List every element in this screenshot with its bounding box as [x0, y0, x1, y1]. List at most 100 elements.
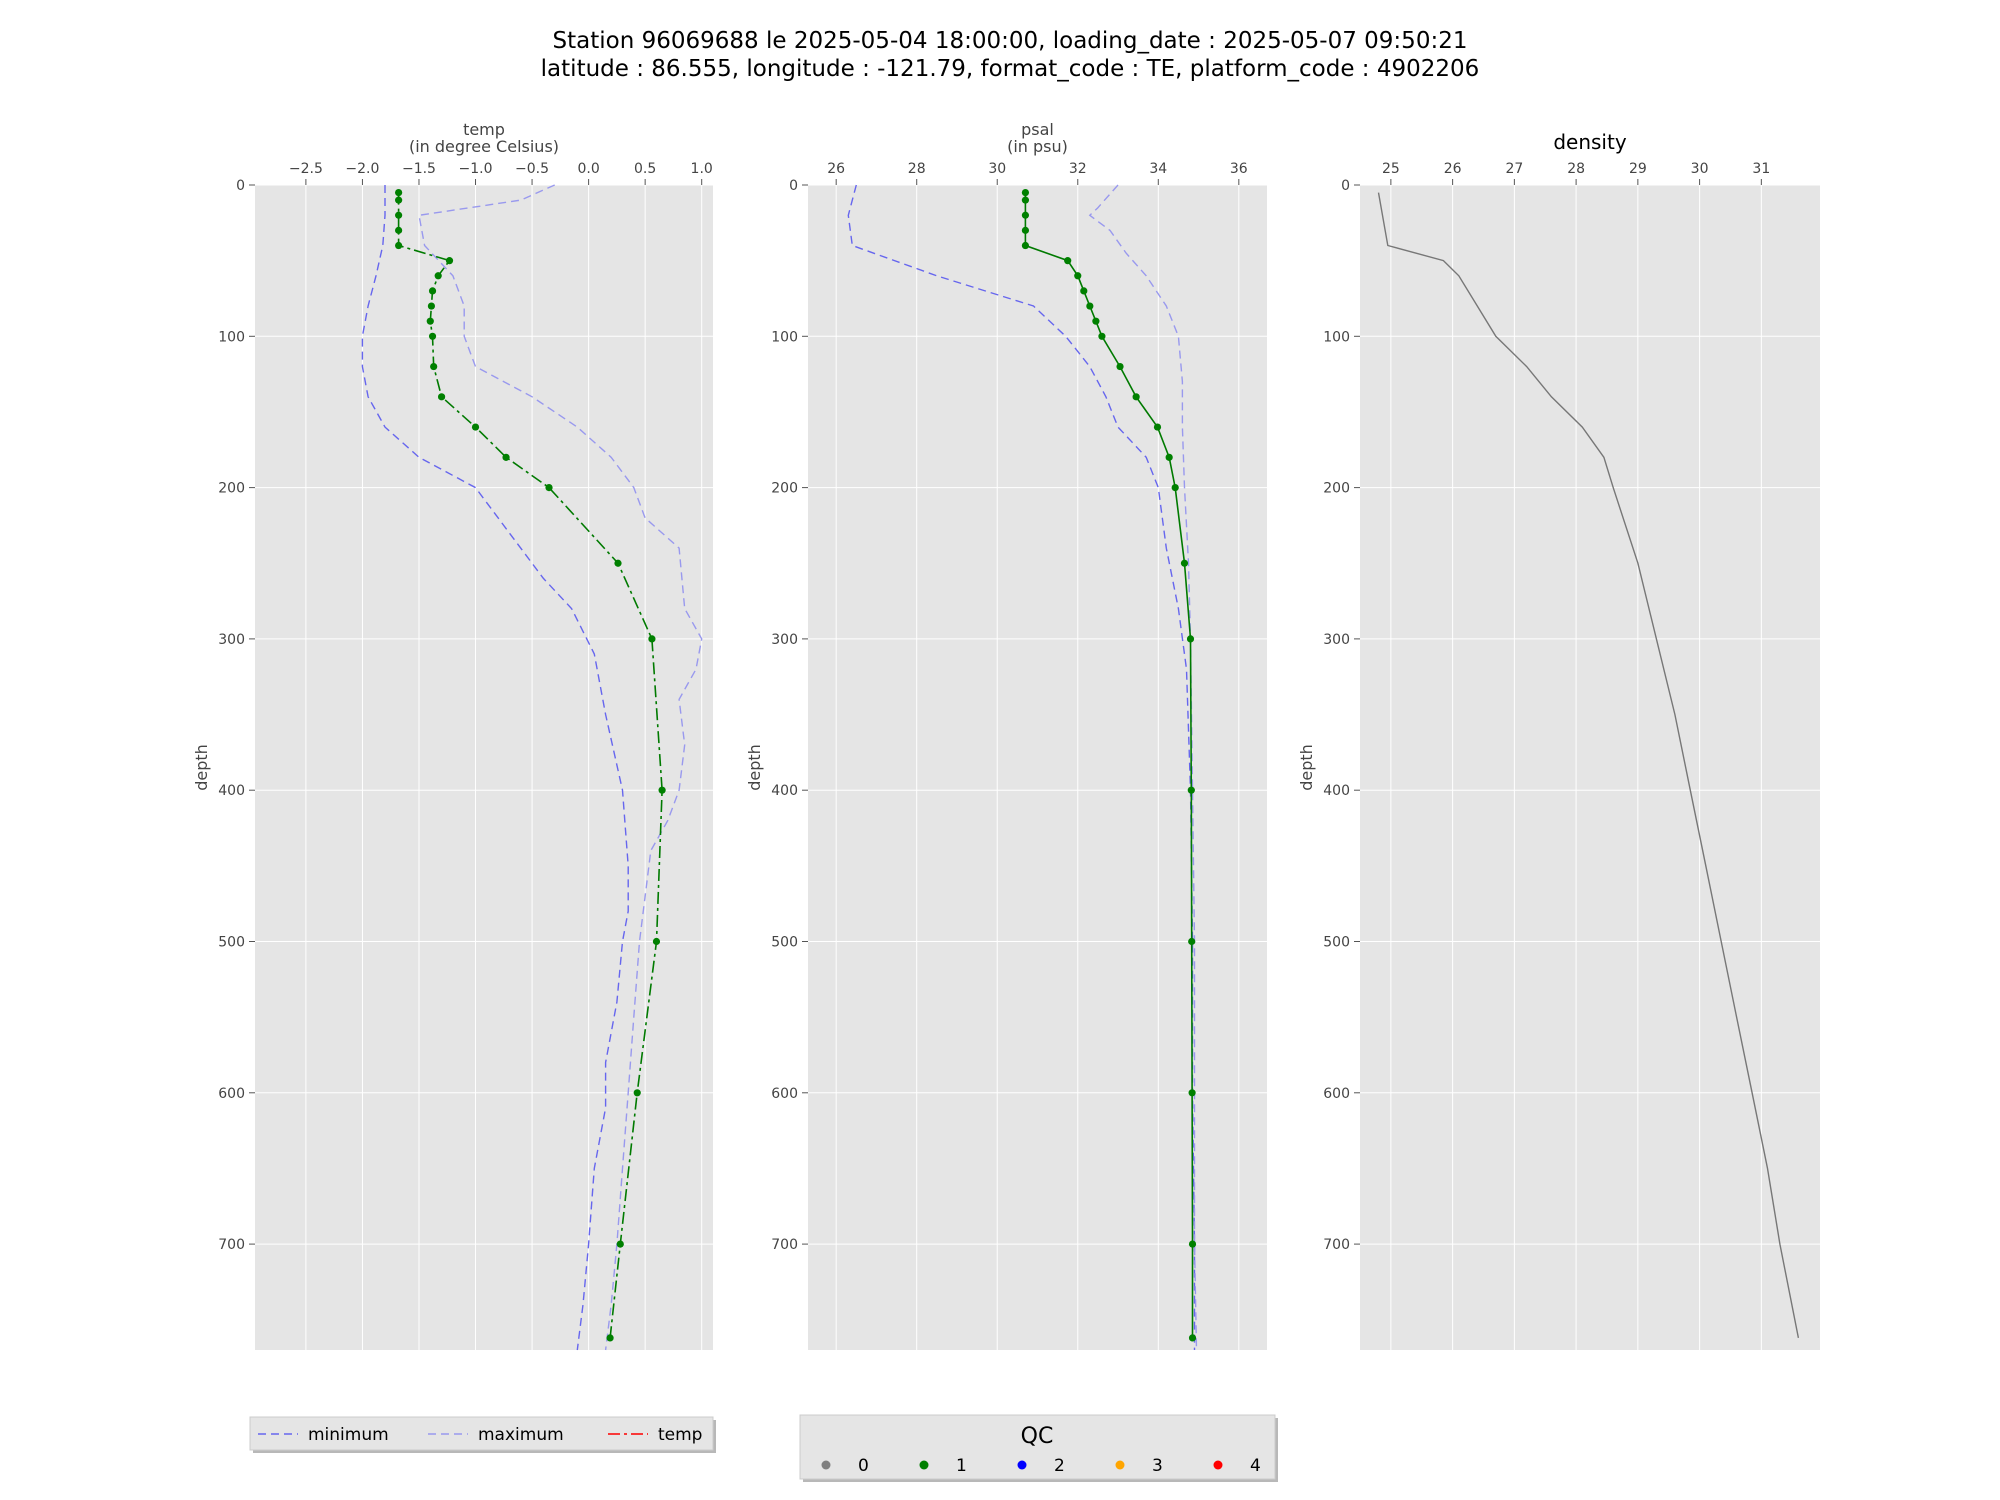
data-point [614, 559, 622, 567]
y-tick-label: 700 [771, 1237, 798, 1253]
qc-marker-4 [1213, 1460, 1223, 1470]
y-tick-label: 500 [218, 934, 245, 950]
y-tick-label: 200 [218, 481, 245, 497]
y-tick-label: 700 [218, 1237, 245, 1253]
x-tick-label: −1.0 [459, 161, 493, 177]
panel-temp: −2.5 −2.0 −1.5 −1.0 −0.5 0.0 0.5 1.0 0 100 200 300 4… [192, 120, 713, 1351]
figure-title-line1: Station 96069688 le 2025-05-04 18:00:00,… [553, 28, 1468, 54]
data-point [1021, 241, 1030, 250]
qc-marker-0 [821, 1460, 831, 1470]
data-point [437, 393, 446, 401]
data-point [1153, 423, 1162, 431]
data-point [1188, 937, 1196, 946]
data-point [1171, 483, 1179, 492]
qc-label-1: 1 [956, 1456, 967, 1476]
x-tick-label: 31 [1752, 161, 1770, 177]
y-tick-label: 500 [1323, 934, 1350, 950]
y-tick-label: 200 [1323, 481, 1350, 497]
y-axis-label: depth [1297, 744, 1316, 791]
data-point [427, 302, 436, 310]
data-point [606, 1334, 614, 1342]
plot-area [255, 185, 713, 1350]
qc-marker-2 [1017, 1460, 1027, 1470]
y-tick-label: 400 [218, 783, 245, 799]
y-tick-label: 600 [1323, 1086, 1350, 1102]
data-point [1086, 302, 1094, 310]
x-tick-label: 27 [1505, 161, 1523, 177]
panel-title: density [1553, 130, 1626, 154]
y-axis-label: depth [745, 744, 764, 791]
panel-psal: 26 28 30 32 34 36 0 100 200 300 400 500 600 700 depth p… [745, 120, 1267, 1351]
y-tick-label: 0 [789, 178, 798, 194]
data-point [1188, 1240, 1197, 1248]
data-point [395, 188, 403, 197]
data-point [1098, 332, 1106, 340]
data-point [428, 287, 437, 295]
data-point [1021, 226, 1030, 234]
x-tick-label: 36 [1230, 161, 1248, 177]
data-point [428, 332, 437, 340]
x-tick-label: 30 [988, 161, 1006, 177]
data-point [616, 1240, 624, 1248]
qc-marker-3 [1115, 1460, 1125, 1470]
x-tick-label: 0.5 [634, 161, 656, 177]
legend-label-minimum: minimum [308, 1425, 389, 1445]
data-point [658, 786, 666, 794]
series-line-maximum [418, 184, 703, 1351]
x-tick-label: 28 [908, 161, 926, 177]
y-tick-label: 0 [1341, 178, 1350, 194]
qc-marker-1 [919, 1460, 929, 1470]
x-tick-label: 30 [1691, 161, 1709, 177]
series-line-minimum [847, 184, 1196, 1350]
panel-density: 25 26 27 28 29 30 31 0 100 200 300 400 500 600 700 dept… [1297, 130, 1820, 1350]
series-line-maximum [1088, 184, 1198, 1351]
data-point [1080, 287, 1088, 295]
data-point [395, 211, 403, 219]
x-tick-label: −1.5 [402, 161, 436, 177]
data-point [395, 196, 403, 204]
x-tick-label: −2.0 [345, 161, 379, 177]
data-point [1021, 188, 1030, 197]
qc-legend-title: QC [1021, 1424, 1054, 1449]
y-tick-label: 300 [1323, 632, 1350, 648]
legend-label-maximum: maximum [478, 1425, 564, 1445]
data-point [1074, 272, 1082, 280]
x-tick-label: 28 [1567, 161, 1585, 177]
data-point [471, 423, 480, 431]
legend-label-temp_legend: temp [658, 1425, 702, 1445]
y-tick-label: 300 [218, 632, 245, 648]
data-point [1188, 1334, 1197, 1342]
x-axis-label: temp [463, 120, 505, 139]
data-point [395, 226, 403, 234]
series-line-density [1377, 192, 1800, 1339]
x-axis-label-unit: (in psu) [1007, 137, 1068, 156]
data-point [1187, 786, 1195, 794]
y-tick-label: 500 [771, 934, 798, 950]
data-point [1180, 559, 1189, 567]
y-tick-label: 0 [236, 178, 245, 194]
y-tick-label: 400 [771, 783, 798, 799]
figure-title-line2: latitude : 86.555, longitude : -121.79, … [541, 56, 1480, 82]
data-point [648, 635, 656, 643]
data-point [426, 317, 434, 325]
data-point [1021, 211, 1030, 219]
data-point [652, 937, 661, 946]
x-tick-label: 34 [1149, 161, 1167, 177]
x-tick-label: 25 [1382, 161, 1400, 177]
plot-area [1360, 185, 1820, 1350]
qc-label-2: 2 [1054, 1456, 1065, 1476]
series-line-minimum [361, 185, 629, 1351]
qc-label-4: 4 [1250, 1456, 1261, 1476]
data-point [1092, 317, 1100, 325]
x-tick-label: 26 [827, 161, 845, 177]
y-tick-label: 600 [771, 1086, 798, 1102]
data-point [430, 362, 438, 371]
y-tick-label: 600 [218, 1086, 245, 1102]
data-point [1116, 362, 1124, 371]
x-tick-label: −2.5 [289, 161, 323, 177]
y-tick-label: 100 [1323, 329, 1350, 345]
data-point [395, 241, 403, 250]
x-tick-label: −0.5 [515, 161, 549, 177]
qc-legend-box [799, 1414, 1276, 1480]
x-tick-label: 26 [1444, 161, 1462, 177]
